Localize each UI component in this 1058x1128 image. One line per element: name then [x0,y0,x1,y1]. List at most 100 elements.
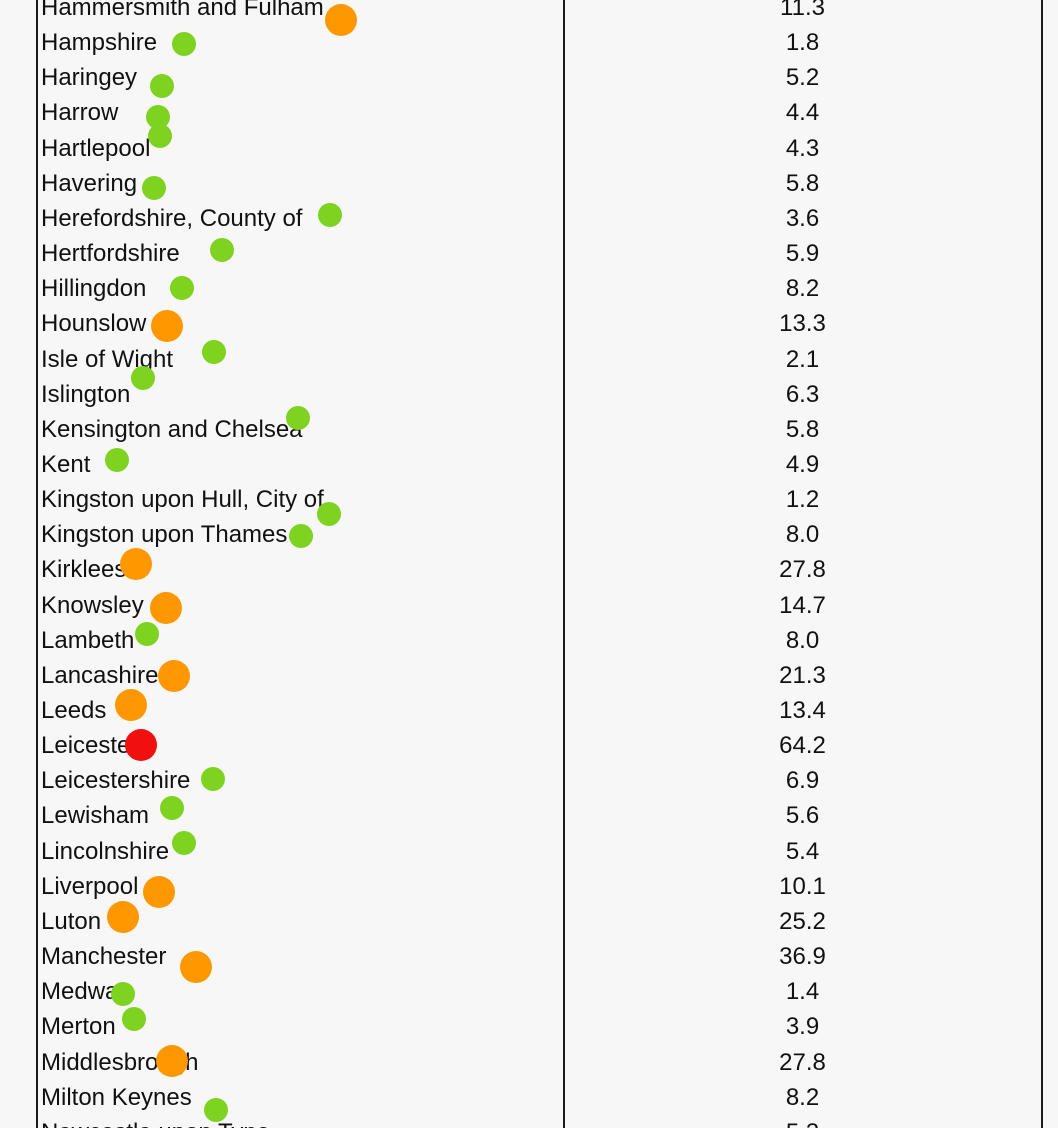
table-row: Kirklees 27.8 [0,552,1058,587]
area-name: Havering [41,169,138,197]
table-row: Manchester 36.9 [0,939,1058,974]
area-name: Haringey [41,64,138,92]
status-dot-low [204,1098,228,1122]
table-row: Islington 6.3 [0,377,1058,412]
area-name: Hounslow [41,310,147,338]
area-name: Kensington and Chelsea [41,415,303,443]
area-name: Hartlepool [41,134,151,162]
table-row: Newcastle upon Tyne 5.3 [0,1115,1058,1128]
status-dot-low [318,203,342,227]
area-value: 5.8 [785,415,820,443]
area-name: Leicester [41,732,139,760]
area-name: Islington [41,380,131,408]
table-row: Knowsley 14.7 [0,588,1058,623]
status-dot-medium [151,310,183,342]
status-dot-low [172,831,196,855]
table-row: Harrow 4.4 [0,95,1058,130]
status-dot-low [150,74,174,98]
status-dot-low [210,238,234,262]
area-name: Manchester [41,943,167,971]
status-dot-medium [180,951,212,983]
area-name: Hillingdon [41,275,147,303]
table-row: Leeds 13.4 [0,693,1058,728]
area-name: Lewisham [41,802,150,830]
status-dot-low [142,176,166,200]
table-row: Liverpool 10.1 [0,869,1058,904]
status-dot-medium [158,660,190,692]
area-value: 64.2 [779,732,826,760]
area-value: 21.3 [779,661,826,689]
table-row: Hillingdon 8.2 [0,271,1058,306]
area-name: Leeds [41,697,107,724]
status-dot-low [317,502,341,526]
area-name: Kent [41,450,91,478]
table-row: Hounslow 13.3 [0,306,1058,341]
area-name: Lincolnshire [41,837,170,865]
table-row: Milton Keynes 8.2 [0,1080,1058,1115]
status-dot-medium [115,689,147,721]
status-dot-medium [107,901,139,933]
area-value: 36.9 [779,943,826,971]
area-value: 5.8 [785,169,820,197]
table-row: Leicestershire 6.9 [0,763,1058,798]
area-value: 3.9 [785,1013,820,1041]
status-dot-medium [325,4,357,36]
status-dot-low [201,767,225,791]
area-value: 1.2 [785,486,820,514]
area-name: Liverpool [41,872,139,900]
status-dot-low [172,32,196,56]
status-dot-low [135,622,159,646]
table-row: Lancashire 21.3 [0,658,1058,693]
area-name: Hertfordshire [41,240,180,268]
area-name: Newcastle upon Tyne [41,1115,270,1128]
table-row: Merton 3.9 [0,1009,1058,1044]
table-right-border [1041,0,1043,1128]
area-value: 11.3 [780,0,825,21]
area-value: 4.9 [785,450,820,478]
area-value: 27.8 [779,556,826,584]
area-value: 4.3 [785,134,820,162]
area-value: 5.4 [785,837,820,865]
table-row: Leicester 64.2 [0,728,1058,763]
status-dot-low [160,796,184,820]
area-name: Merton [41,1013,116,1041]
area-value: 5.2 [785,64,820,92]
area-value: 13.3 [779,310,826,338]
status-dot-medium [150,592,182,624]
table-row: Hartlepool 4.3 [0,131,1058,166]
area-value: 5.6 [785,802,820,830]
table-row: Kent 4.9 [0,447,1058,482]
area-name: Isle of Wight [41,345,174,373]
area-value: 2.1 [785,345,820,373]
status-dot-low [122,1007,146,1031]
table-row: Hertfordshire 5.9 [0,236,1058,271]
area-name: Kingston upon Thames [41,521,288,549]
area-value: 8.0 [785,626,820,654]
table-row: Herefordshire, County of 3.6 [0,201,1058,236]
table-left-border [36,0,38,1128]
status-dot-medium [156,1045,188,1077]
area-value: 8.2 [785,1083,820,1111]
area-value: 3.6 [785,204,820,232]
status-dot-low [170,276,194,300]
table-row: Hammersmith and Fulham 11.3 [0,0,1058,25]
area-value: 6.3 [785,380,820,408]
area-value: 6.9 [785,767,820,795]
area-value: 10.1 [779,872,826,900]
area-name: Kirklees [41,556,127,584]
status-dot-medium [143,876,175,908]
area-name: Kingston upon Hull, City of [41,486,324,514]
area-value: 5.9 [785,240,820,268]
area-name: Hampshire [41,29,158,57]
table-column-divider [563,0,565,1128]
area-value: 13.4 [779,697,826,724]
area-name: Luton [41,907,102,935]
area-value: 1.4 [785,978,820,1006]
table-row: Lincolnshire 5.4 [0,834,1058,869]
area-name: Lancashire [41,661,159,689]
area-value: 1.8 [785,29,820,57]
area-name: Knowsley [41,591,144,619]
table-row: Hampshire 1.8 [0,25,1058,60]
area-name: Harrow [41,99,119,127]
